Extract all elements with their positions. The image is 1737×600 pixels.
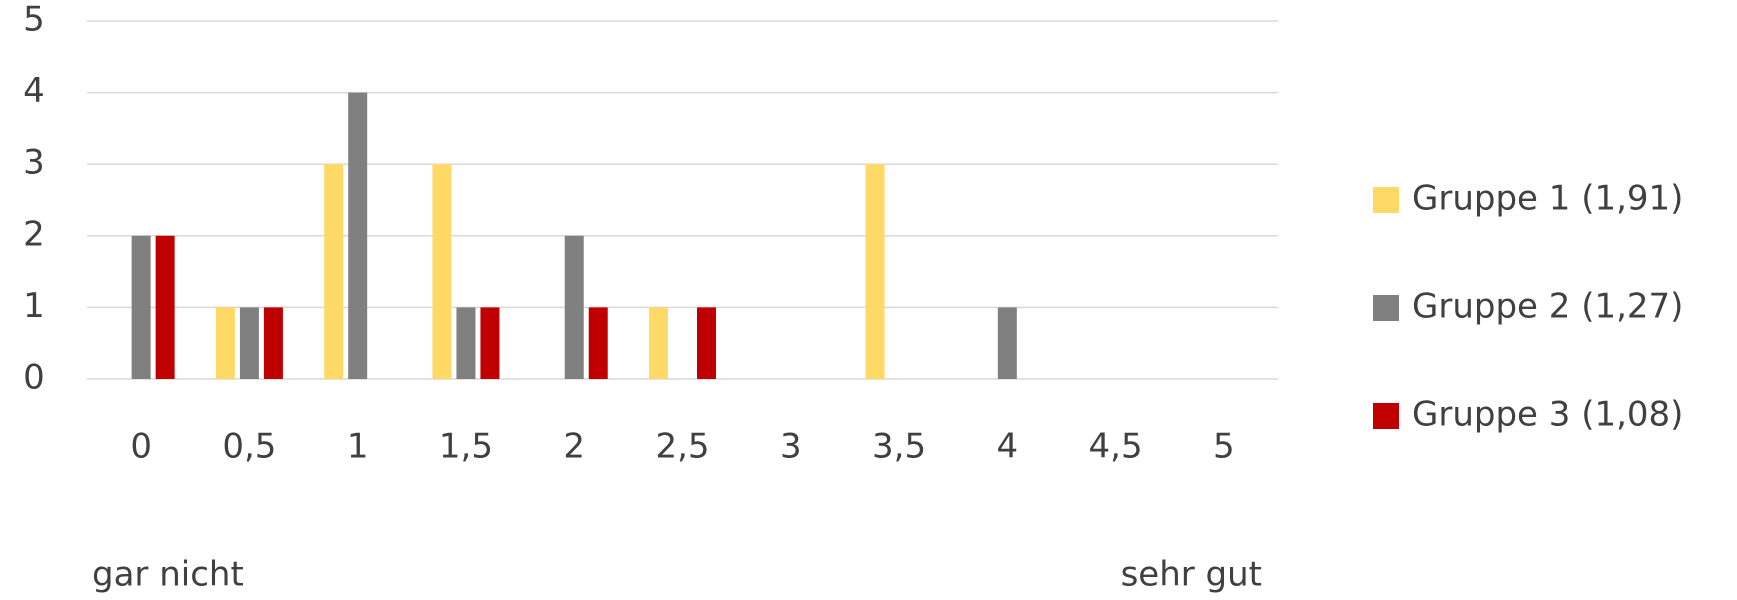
y-tick-label: 5 <box>23 0 45 40</box>
bar <box>324 164 344 379</box>
y-tick-label: 1 <box>23 286 45 326</box>
bar <box>456 307 476 379</box>
bar <box>588 307 608 379</box>
y-tick-label: 3 <box>23 143 45 183</box>
bar <box>263 307 283 379</box>
bar <box>697 307 716 379</box>
legend-swatch <box>1373 403 1399 429</box>
legend-label: Gruppe 2 (1,27) <box>1412 287 1683 327</box>
x-tick-label: 3 <box>780 427 802 467</box>
x-tick-label: 1,5 <box>439 427 493 467</box>
axis-annotation: gar nicht <box>92 555 244 595</box>
bar <box>564 235 584 379</box>
bar <box>348 92 368 379</box>
bar <box>432 164 452 379</box>
x-tick-label: 1 <box>347 427 369 467</box>
bar <box>131 235 151 379</box>
y-tick-label: 2 <box>23 214 45 254</box>
x-tick-label: 4,5 <box>1089 427 1143 467</box>
legend-swatch <box>1373 295 1399 321</box>
x-tick-label: 0 <box>130 427 152 467</box>
x-tick-label: 5 <box>1213 427 1235 467</box>
x-tick-label: 4 <box>996 427 1018 467</box>
y-tick-label: 0 <box>23 358 45 398</box>
axis-annotation: sehr gut <box>1121 555 1262 595</box>
y-tick-label: 4 <box>23 71 45 111</box>
x-tick-label: 3,5 <box>872 427 926 467</box>
legend-label: Gruppe 1 (1,91) <box>1412 179 1683 219</box>
bar <box>649 307 668 379</box>
bar <box>997 307 1017 379</box>
x-tick-label: 2 <box>563 427 585 467</box>
bar <box>215 307 235 379</box>
x-tick-label: 0,5 <box>222 427 276 467</box>
bar <box>239 307 259 379</box>
bar <box>155 235 175 379</box>
legend-swatch <box>1373 187 1399 213</box>
legend-label: Gruppe 3 (1,08) <box>1412 395 1683 435</box>
bar <box>865 164 885 379</box>
x-tick-label: 2,5 <box>655 427 709 467</box>
bar <box>480 307 500 379</box>
